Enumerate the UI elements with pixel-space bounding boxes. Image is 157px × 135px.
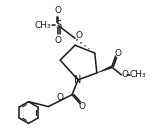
Text: O: O [121, 70, 128, 79]
Text: O: O [114, 49, 121, 58]
Polygon shape [97, 66, 112, 73]
Text: CH₃: CH₃ [129, 70, 146, 79]
Text: O: O [78, 102, 85, 111]
Text: O: O [55, 36, 62, 45]
Text: O: O [55, 6, 62, 15]
Text: CH₃: CH₃ [34, 21, 51, 30]
Text: S: S [55, 20, 61, 30]
Text: O: O [76, 31, 82, 40]
Text: N: N [74, 75, 82, 85]
Text: O: O [57, 93, 64, 102]
